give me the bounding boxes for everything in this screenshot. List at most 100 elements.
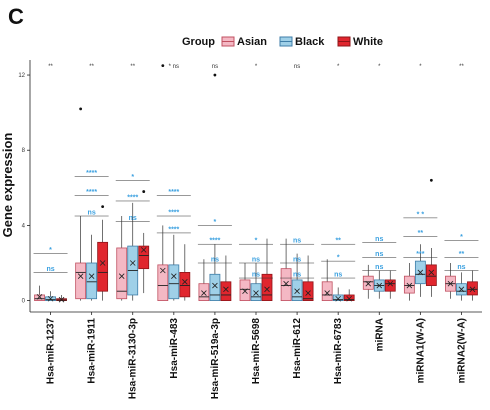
x-tick-label: Hsa-miR-3130-3p [128, 318, 139, 399]
legend-label-asian: Asian [237, 36, 267, 48]
comparison-label: ns [293, 238, 301, 245]
legend-label-black: Black [295, 36, 325, 48]
y-axis-title: Gene expression [0, 133, 15, 238]
mean-marker [47, 295, 54, 302]
top-significance-label: ** [89, 64, 94, 70]
comparison-label: ns [293, 272, 301, 279]
comparison-label: * [131, 174, 134, 181]
outlier-point [429, 178, 433, 182]
series-asian [34, 64, 456, 302]
y-tick-label: 12 [18, 73, 25, 79]
comparison-label: ns [293, 257, 301, 264]
top-significance-label: ns [212, 64, 218, 70]
x-tick-label: Hsa-miR-1237 [46, 318, 57, 385]
mean-marker [417, 269, 424, 276]
comparison-label: ns [252, 257, 260, 264]
outlier-point [161, 64, 165, 68]
comparison-label: ns [457, 264, 465, 271]
box [157, 264, 169, 302]
mean-marker [253, 290, 259, 296]
comparison-label: **** [86, 189, 97, 196]
box [116, 247, 128, 300]
top-significance-label: * [255, 64, 258, 70]
top-significance-label: * ns [169, 64, 179, 70]
x-tick-label: miRNA [374, 318, 385, 351]
mean-marker [387, 280, 394, 287]
comparison-label: ns [375, 264, 383, 271]
box [321, 281, 333, 302]
x-tick-label: Hsa-miR-6783 [333, 318, 344, 385]
mean-marker [447, 280, 454, 287]
box [220, 281, 232, 302]
comparison-label: * [214, 219, 217, 226]
y-tick-label: 8 [22, 148, 26, 154]
box [138, 245, 150, 270]
x-tick-label: Hsa-miR-483 [169, 318, 180, 379]
comparison-label: ns [252, 272, 260, 279]
comparison-label: * [49, 247, 52, 254]
mean-marker [335, 295, 341, 302]
mean-marker [365, 280, 372, 287]
box [467, 281, 478, 296]
comparison-label: ns [211, 257, 219, 264]
comparison-label: * * [417, 211, 425, 218]
box [362, 275, 374, 290]
mean-marker [324, 290, 330, 296]
mean-marker [99, 260, 106, 266]
legend-title: Group [182, 36, 215, 48]
top-significance-label: * [337, 64, 340, 70]
mean-marker [346, 295, 352, 302]
outlier-point [213, 73, 217, 77]
box [168, 264, 180, 300]
box [86, 262, 98, 300]
mean-marker [283, 280, 289, 287]
box [198, 283, 210, 302]
x-tick-label: Hsa-miR-1911 [87, 318, 98, 384]
series-white [56, 178, 478, 303]
box [97, 241, 109, 292]
comparison-label: **** [127, 194, 138, 201]
top-significance-label: * [378, 64, 381, 70]
legend-label-white: White [353, 36, 383, 48]
box [425, 264, 437, 286]
mean-marker [182, 279, 188, 285]
mean-marker [36, 294, 43, 300]
top-significance-label: ** [130, 64, 135, 70]
top-significance-label: ns [294, 64, 300, 70]
comparison-label: ns [375, 251, 383, 258]
box [250, 283, 262, 302]
box [34, 294, 45, 302]
outlier-point [101, 205, 105, 209]
comparison-label: ns [46, 266, 54, 273]
box [261, 273, 273, 302]
y-tick-label: 0 [22, 299, 26, 305]
box [291, 279, 303, 302]
mean-marker [305, 290, 311, 296]
comparison-label: * [255, 238, 258, 245]
box [403, 275, 415, 294]
box [343, 294, 355, 302]
mean-marker [428, 269, 435, 276]
series-black [45, 73, 467, 302]
mean-marker [223, 286, 229, 293]
box [179, 272, 191, 298]
mean-marker [264, 286, 270, 293]
mean-marker [171, 273, 177, 279]
box [209, 273, 221, 302]
mean-marker [376, 282, 383, 289]
mean-marker [77, 273, 84, 279]
box [384, 279, 396, 292]
mean-marker [118, 273, 125, 279]
comparison-label: * [337, 255, 340, 262]
box [332, 294, 344, 302]
mean-marker [160, 267, 166, 274]
outlier-point [142, 190, 146, 193]
comparison-label: *** [416, 251, 424, 258]
comparison-label: ns [375, 236, 383, 243]
x-tick-label: miRNA2(W-A) [456, 318, 467, 383]
top-significance-label: ** [459, 64, 464, 70]
mean-marker [406, 282, 413, 289]
mean-marker [201, 290, 207, 296]
panel-label: C [8, 4, 24, 29]
